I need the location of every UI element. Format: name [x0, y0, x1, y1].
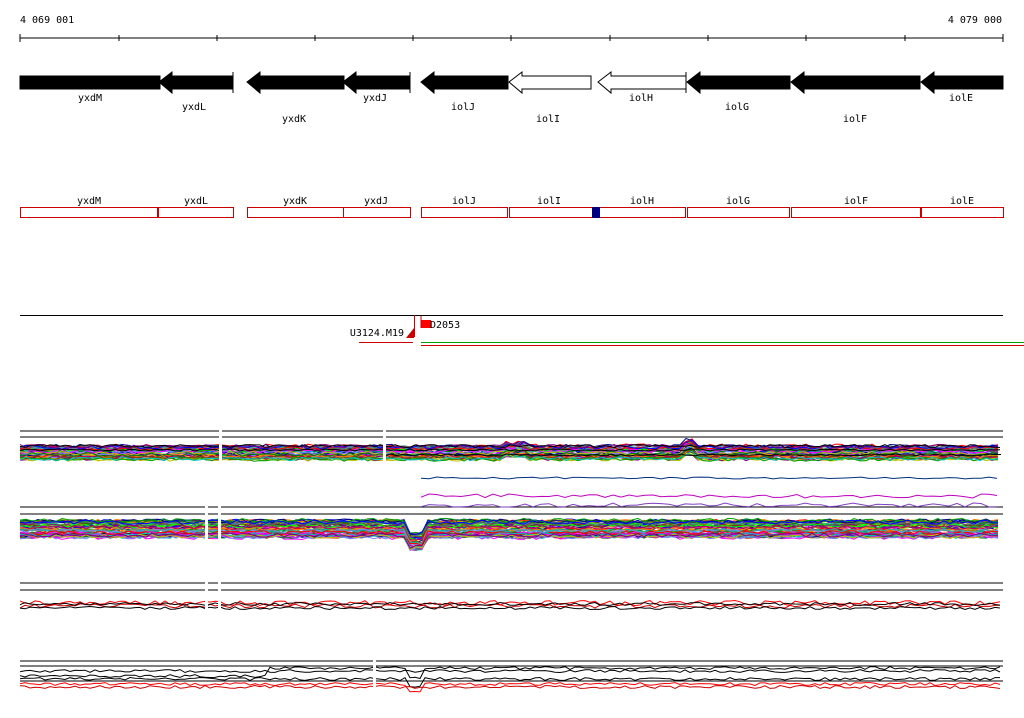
feature-label-iolI: iolI	[537, 196, 561, 207]
feature-box-yxdL[interactable]	[158, 207, 234, 218]
gene-arrow-iolE[interactable]: iolE	[920, 70, 1004, 104]
feature-box-iolE[interactable]	[921, 207, 1004, 218]
transcript-label-right[interactable]: D2053	[430, 320, 460, 331]
feature-box-iolJ[interactable]	[421, 207, 508, 218]
feature-box-yxdM[interactable]	[20, 207, 158, 218]
feature-label-iolH: iolH	[630, 196, 654, 207]
gene-label-iolI: iolI	[536, 114, 560, 125]
gene-arrow-iolI[interactable]: iolI	[508, 70, 592, 125]
gene-track: yxdM yxdL yxdK yxdJ iolJ iolI	[19, 70, 1004, 125]
gene-arrow-yxdL[interactable]: yxdL	[158, 70, 234, 113]
feature-box-iolF[interactable]	[791, 207, 921, 218]
feature-label-iolG: iolG	[726, 196, 750, 207]
gene-label-yxdK: yxdK	[282, 114, 306, 125]
gene-label-iolH: iolH	[629, 93, 653, 104]
feature-label-iolF: iolF	[844, 196, 868, 207]
gene-label-yxdM: yxdM	[78, 93, 102, 104]
transcript-end-marker	[421, 320, 431, 328]
gene-label-iolF: iolF	[843, 114, 867, 125]
expression-panel-4	[19, 656, 1003, 695]
feature-box-track: yxdM yxdL yxdK yxdJ iolJ iolI iolH iolG …	[20, 196, 1004, 218]
gene-label-iolG: iolG	[725, 102, 749, 113]
feature-label-yxdJ: yxdJ	[364, 196, 388, 207]
gene-arrow-iolH[interactable]: iolH	[597, 70, 687, 104]
expression-panel-1	[19, 428, 1003, 468]
gene-arrow-yxdJ[interactable]: yxdJ	[342, 70, 411, 104]
gene-arrow-yxdK[interactable]: yxdK	[246, 70, 345, 125]
feature-box-iolH[interactable]	[598, 207, 686, 218]
gene-arrow-iolF[interactable]: iolF	[790, 70, 921, 125]
feature-label-yxdK: yxdK	[283, 196, 307, 207]
expression-panel-3	[19, 580, 1003, 615]
feature-label-yxdM: yxdM	[77, 196, 101, 207]
feature-box-iolI[interactable]	[509, 207, 599, 218]
feature-marker	[592, 207, 600, 218]
gene-arrow-iolJ[interactable]: iolJ	[420, 70, 509, 113]
transcript-start-marker	[406, 328, 414, 338]
gene-label-iolJ: iolJ	[451, 102, 475, 113]
feature-label-iolJ: iolJ	[452, 196, 476, 207]
gene-arrow-yxdM[interactable]: yxdM	[19, 75, 161, 104]
ruler-start-label: 4 069 001	[20, 15, 74, 26]
feature-box-yxdJ[interactable]	[343, 207, 411, 218]
coordinate-ruler: 4 069 001 4 079 000	[19, 15, 1004, 42]
ruler-end-label: 4 079 000	[948, 15, 1002, 26]
feature-label-yxdL: yxdL	[184, 196, 208, 207]
gene-label-yxdL: yxdL	[182, 102, 206, 113]
feature-box-iolG[interactable]	[687, 207, 790, 218]
gene-arrow-iolG[interactable]: iolG	[686, 70, 791, 113]
transcript-label-left[interactable]: U3124.M19	[350, 328, 404, 339]
gene-label-yxdJ: yxdJ	[363, 93, 387, 104]
feature-box-yxdK[interactable]	[247, 207, 344, 218]
transcript-track: U3124.M19 D2053	[20, 315, 1024, 346]
feature-label-iolE: iolE	[950, 196, 974, 207]
expression-panel-2	[19, 476, 1003, 552]
gene-label-iolE: iolE	[949, 93, 973, 104]
